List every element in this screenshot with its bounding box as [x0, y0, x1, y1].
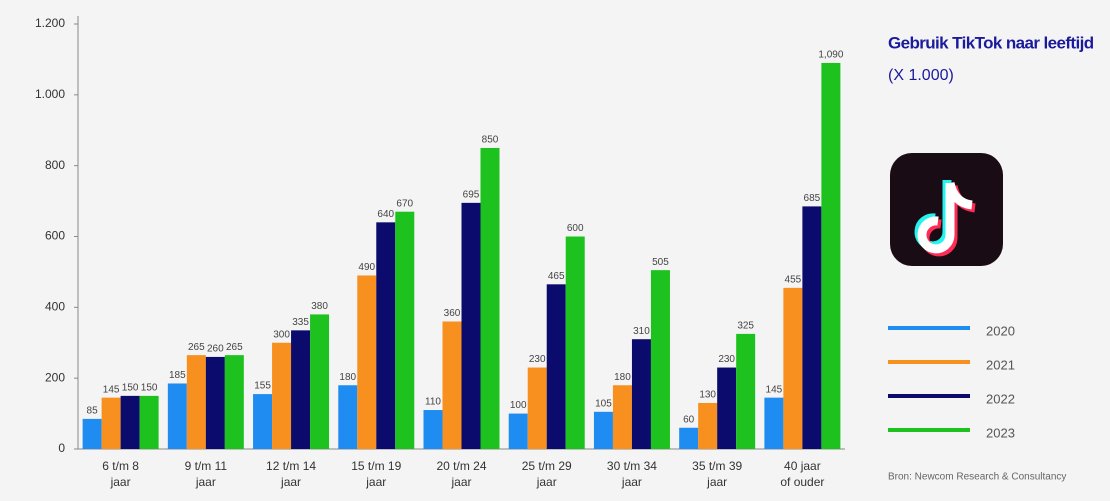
- value-label: 310: [633, 326, 650, 337]
- value-label: 230: [718, 354, 735, 365]
- bar: [679, 427, 699, 449]
- value-label: 180: [339, 372, 356, 383]
- bar: [224, 355, 244, 449]
- bar: [783, 287, 803, 449]
- value-label: 155: [254, 381, 271, 392]
- x-tick-label: 40 jaar of ouder: [780, 459, 824, 489]
- bar: [442, 321, 462, 449]
- bar: [480, 147, 500, 450]
- value-label: 505: [652, 257, 669, 268]
- value-label: 130: [699, 390, 716, 401]
- value-label: 325: [737, 321, 754, 332]
- bar: [139, 395, 159, 449]
- legend-label: 2022: [986, 391, 1015, 406]
- y-tick-label: 0: [58, 441, 65, 455]
- bar: [508, 413, 528, 449]
- legend-label: 2020: [986, 323, 1015, 338]
- value-label: 695: [463, 189, 480, 200]
- bar: [253, 394, 273, 449]
- value-label: 180: [614, 372, 631, 383]
- bar: [167, 383, 187, 449]
- x-tick-label: 20 t/m 24 jaar: [436, 459, 486, 489]
- bar: [736, 333, 756, 449]
- x-tick-label: 25 t/m 29 jaar: [522, 459, 572, 489]
- y-tick-label: 400: [45, 300, 65, 314]
- legend-label: 2023: [986, 425, 1015, 440]
- bar: [527, 367, 547, 449]
- tiktok-icon: [890, 153, 1003, 266]
- value-label: 380: [311, 301, 328, 312]
- bar: [423, 410, 443, 449]
- bar: [821, 62, 841, 449]
- bar: [546, 284, 566, 449]
- bar: [631, 339, 651, 449]
- value-label: 260: [207, 344, 224, 355]
- bar: [376, 222, 396, 449]
- value-label: 85: [87, 406, 99, 417]
- bar: [802, 206, 822, 449]
- value-label: 360: [444, 308, 461, 319]
- y-tick-label: 1.200: [35, 16, 65, 30]
- bar: [272, 342, 292, 449]
- value-label: 640: [377, 209, 394, 220]
- x-tick-label: 6 t/m 8 jaar: [102, 459, 139, 489]
- y-tick-label: 800: [45, 158, 65, 172]
- legend-label: 2021: [986, 357, 1015, 372]
- bar: [186, 355, 206, 449]
- value-label: 150: [122, 383, 139, 394]
- x-tick-label: 30 t/m 34 jaar: [607, 459, 657, 489]
- bar: [101, 397, 121, 449]
- bar: [461, 202, 481, 449]
- value-label: 670: [396, 198, 413, 209]
- bar: [120, 395, 140, 449]
- value-label: 145: [103, 384, 120, 395]
- value-label: 300: [273, 329, 290, 340]
- x-tick-label: 35 t/m 39 jaar: [692, 459, 742, 489]
- value-label: 60: [683, 414, 695, 425]
- value-label: 1,090: [818, 50, 843, 61]
- y-tick-label: 600: [45, 229, 65, 243]
- value-label: 455: [785, 274, 802, 285]
- bar: [357, 275, 377, 449]
- bar: [205, 356, 225, 449]
- value-label: 145: [766, 384, 783, 395]
- y-tick-label: 1.000: [35, 87, 65, 101]
- bar: [593, 411, 613, 449]
- bar: [717, 367, 737, 449]
- value-label: 685: [804, 193, 821, 204]
- value-label: 105: [595, 398, 612, 409]
- value-label: 185: [169, 370, 186, 381]
- value-label: 335: [292, 317, 309, 328]
- source: Bron: Newcom Research & Consultancy: [888, 472, 1066, 483]
- value-label: 850: [482, 135, 499, 146]
- value-label: 465: [548, 271, 565, 282]
- chart-subtitle: (X 1.000): [888, 67, 954, 84]
- bar: [698, 402, 718, 449]
- bar: [612, 385, 632, 449]
- x-tick-label: 9 t/m 11 jaar: [185, 459, 228, 489]
- x-tick-label: 12 t/m 14 jaar: [266, 459, 316, 489]
- value-label: 110: [425, 397, 441, 408]
- x-tick-label: 15 t/m 19 jaar: [351, 459, 401, 489]
- bar: [650, 270, 670, 449]
- value-label: 150: [141, 383, 158, 394]
- value-label: 100: [510, 400, 527, 411]
- bar: [565, 236, 585, 449]
- value-label: 265: [226, 342, 243, 353]
- bar: [291, 330, 311, 449]
- value-label: 490: [358, 262, 375, 273]
- value-label: 600: [567, 223, 584, 234]
- y-tick-label: 200: [45, 370, 65, 384]
- bar: [310, 314, 330, 449]
- chart-title: Gebruik TikTok naar leeftijd: [888, 33, 1094, 52]
- bar: [764, 397, 784, 449]
- bar: [82, 418, 102, 449]
- bar: [338, 385, 358, 449]
- value-label: 230: [529, 354, 546, 365]
- bar: [395, 211, 415, 449]
- value-label: 265: [188, 342, 205, 353]
